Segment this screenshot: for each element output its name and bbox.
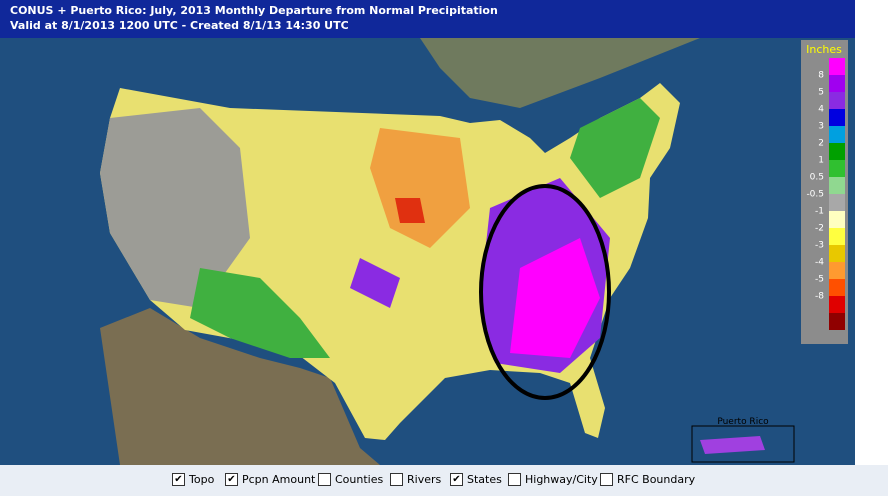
checkbox[interactable] xyxy=(600,473,613,486)
legend-swatch xyxy=(829,228,845,245)
layer-label: RFC Boundary xyxy=(617,473,696,486)
layer-option[interactable]: Rivers xyxy=(390,473,441,486)
legend-swatch xyxy=(829,177,845,194)
legend-label: 2 xyxy=(818,139,824,149)
legend-label: -8 xyxy=(815,292,824,302)
layer-label: Pcpn Amount xyxy=(242,473,316,486)
legend-swatch xyxy=(829,58,845,75)
legend: Inches 8 5 4 3 2 1 0.5 -0.5 -1 -2 -3 -4 -5 -8 xyxy=(801,40,848,344)
legend-swatch xyxy=(829,279,845,296)
subtitle: Valid at 8/1/2013 1200 UTC - Created 8/1… xyxy=(10,19,349,32)
map: Puerto Rico Inches 8 5 4 3 2 1 0.5 -0.5 -1 -2 -3 -4… xyxy=(8,38,848,465)
map-area: Puerto Rico Inches 8 5 4 3 2 1 0.5 -0.5 -1 -2 -3 -4… xyxy=(0,38,855,465)
checkbox[interactable]: ✔ xyxy=(225,473,238,486)
layer-option[interactable]: Highway/City xyxy=(508,473,598,486)
checkbox[interactable] xyxy=(508,473,521,486)
layer-label: States xyxy=(467,473,502,486)
layer-label: Topo xyxy=(189,473,215,486)
puerto-rico xyxy=(700,436,765,454)
inset-label: Puerto Rico xyxy=(717,417,769,427)
mexico xyxy=(100,308,380,465)
layer-option[interactable]: RFC Boundary xyxy=(600,473,695,486)
legend-swatch xyxy=(829,126,845,143)
legend-swatch xyxy=(829,296,845,313)
legend-label: -4 xyxy=(815,258,824,268)
layer-option[interactable]: Counties xyxy=(318,473,383,486)
legend-swatch xyxy=(829,211,845,228)
canada xyxy=(8,38,700,108)
legend-swatch xyxy=(829,245,845,262)
checkbox[interactable] xyxy=(318,473,331,486)
legend-label: 1 xyxy=(818,156,824,166)
legend-label: -0.5 xyxy=(806,190,824,200)
ne-wet xyxy=(570,98,660,198)
legend-swatch xyxy=(829,92,845,109)
legend-label: 3 xyxy=(818,122,824,132)
checkbox[interactable] xyxy=(390,473,403,486)
legend-swatch xyxy=(829,143,845,160)
legend-swatch xyxy=(829,160,845,177)
layer-option[interactable]: ✔ Topo xyxy=(172,473,214,486)
se-very-wet xyxy=(510,238,600,358)
layer-label: Highway/City xyxy=(525,473,598,486)
legend-label: 5 xyxy=(818,88,824,98)
iowa-dry xyxy=(395,198,425,223)
ok-wet xyxy=(350,258,400,308)
header: CONUS + Puerto Rico: July, 2013 Monthly … xyxy=(0,0,855,38)
layer-label: Counties xyxy=(335,473,384,486)
legend-title: Inches xyxy=(806,43,842,56)
legend-label: -2 xyxy=(815,224,824,234)
legend-swatch xyxy=(829,109,845,126)
highlight-ellipse xyxy=(479,184,611,400)
legend-label: -5 xyxy=(815,275,824,285)
legend-label: -3 xyxy=(815,241,824,251)
layer-bar: ✔ Topo ✔ Pcpn Amount Counties Rivers ✔ States Hi… xyxy=(0,465,888,496)
layer-option[interactable]: ✔ States xyxy=(450,473,502,486)
legend-swatch xyxy=(829,313,845,330)
legend-label: -1 xyxy=(815,207,824,217)
layer-option[interactable]: ✔ Pcpn Amount xyxy=(225,473,315,486)
side-panel xyxy=(855,0,888,465)
layer-label: Rivers xyxy=(407,473,442,486)
legend-label: 4 xyxy=(818,105,824,115)
legend-label: 8 xyxy=(818,71,824,81)
legend-label: 0.5 xyxy=(810,173,824,183)
legend-swatch xyxy=(829,75,845,92)
midwest xyxy=(370,128,470,248)
checkbox[interactable]: ✔ xyxy=(172,473,185,486)
legend-swatch xyxy=(829,194,845,211)
legend-swatch xyxy=(829,262,845,279)
checkbox[interactable]: ✔ xyxy=(450,473,463,486)
west-dry xyxy=(100,108,250,308)
sw-wet xyxy=(190,268,330,358)
title: CONUS + Puerto Rico: July, 2013 Monthly … xyxy=(10,4,498,17)
